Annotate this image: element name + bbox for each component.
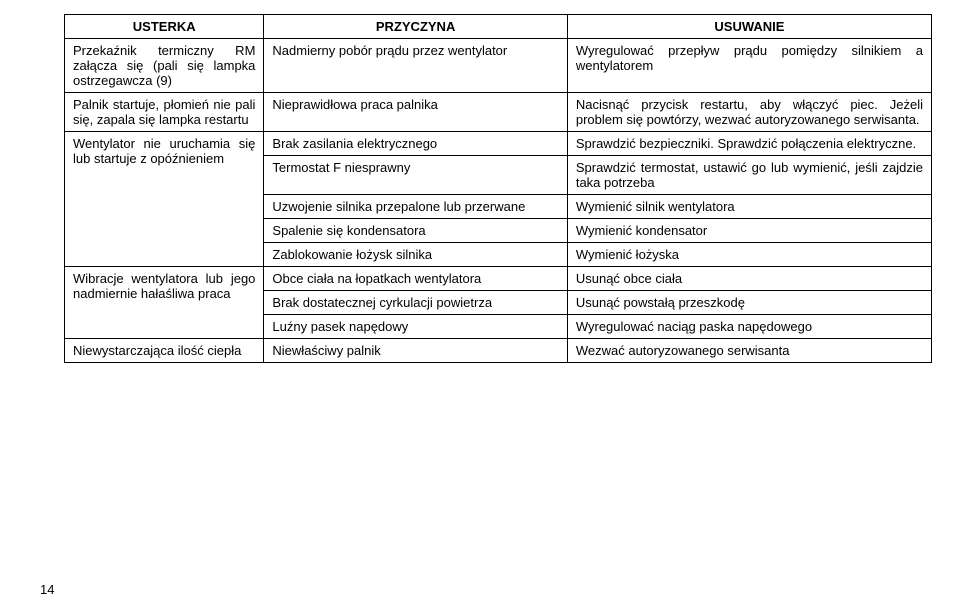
cell-fault: Palnik startuje, płomień nie pali się, z… <box>65 93 264 132</box>
cell-remedy: Wezwać autoryzowanego serwisanta <box>567 339 931 363</box>
cell-cause: Termostat F niesprawny <box>264 156 567 195</box>
column-header-cause: PRZYCZYNA <box>264 15 567 39</box>
table-header-row: USTERKA PRZYCZYNA USUWANIE <box>65 15 932 39</box>
cell-cause: Luźny pasek napędowy <box>264 315 567 339</box>
cell-remedy: Wymienić łożyska <box>567 243 931 267</box>
cell-cause: Zablokowanie łożysk silnika <box>264 243 567 267</box>
cell-cause: Spalenie się kondensatora <box>264 219 567 243</box>
cell-cause: Brak dostatecznej cyrkulacji powietrza <box>264 291 567 315</box>
cell-remedy: Usunąć powstałą przeszkodę <box>567 291 931 315</box>
cell-cause: Obce ciała na łopatkach wentylatora <box>264 267 567 291</box>
column-header-fault: USTERKA <box>65 15 264 39</box>
cell-remedy: Wymienić silnik wentylatora <box>567 195 931 219</box>
cell-fault: Niewystarczająca ilość ciepła <box>65 339 264 363</box>
cell-fault: Wentylator nie uruchamia się lub startuj… <box>65 132 264 267</box>
cell-fault: Wibracje wentylatora lub jego nadmiernie… <box>65 267 264 339</box>
cell-remedy: Wyregulować przepływ prądu pomiędzy siln… <box>567 39 931 93</box>
table-row: Palnik startuje, płomień nie pali się, z… <box>65 93 932 132</box>
cell-fault: Przekaźnik termiczny RM załącza się (pal… <box>65 39 264 93</box>
cell-remedy: Wyregulować naciąg paska napędowego <box>567 315 931 339</box>
page-number: 14 <box>40 582 54 597</box>
cell-cause: Niewłaściwy palnik <box>264 339 567 363</box>
table-row: Przekaźnik termiczny RM załącza się (pal… <box>65 39 932 93</box>
table-row: Niewystarczająca ilość ciepła Niewłaściw… <box>65 339 932 363</box>
cell-remedy: Sprawdzić bezpieczniki. Sprawdzić połącz… <box>567 132 931 156</box>
table-row: Wentylator nie uruchamia się lub startuj… <box>65 132 932 156</box>
troubleshooting-table: USTERKA PRZYCZYNA USUWANIE Przekaźnik te… <box>64 14 932 363</box>
cell-remedy: Wymienić kondensator <box>567 219 931 243</box>
cell-remedy: Sprawdzić termostat, ustawić go lub wymi… <box>567 156 931 195</box>
table-row: Wibracje wentylatora lub jego nadmiernie… <box>65 267 932 291</box>
cell-cause: Nadmierny pobór prądu przez wentylator <box>264 39 567 93</box>
page: USTERKA PRZYCZYNA USUWANIE Przekaźnik te… <box>0 0 960 613</box>
cell-cause: Nieprawidłowa praca palnika <box>264 93 567 132</box>
column-header-remedy: USUWANIE <box>567 15 931 39</box>
cell-cause: Brak zasilania elektrycznego <box>264 132 567 156</box>
cell-remedy: Usunąć obce ciała <box>567 267 931 291</box>
cell-cause: Uzwojenie silnika przepalone lub przerwa… <box>264 195 567 219</box>
cell-remedy: Nacisnąć przycisk restartu, aby włączyć … <box>567 93 931 132</box>
